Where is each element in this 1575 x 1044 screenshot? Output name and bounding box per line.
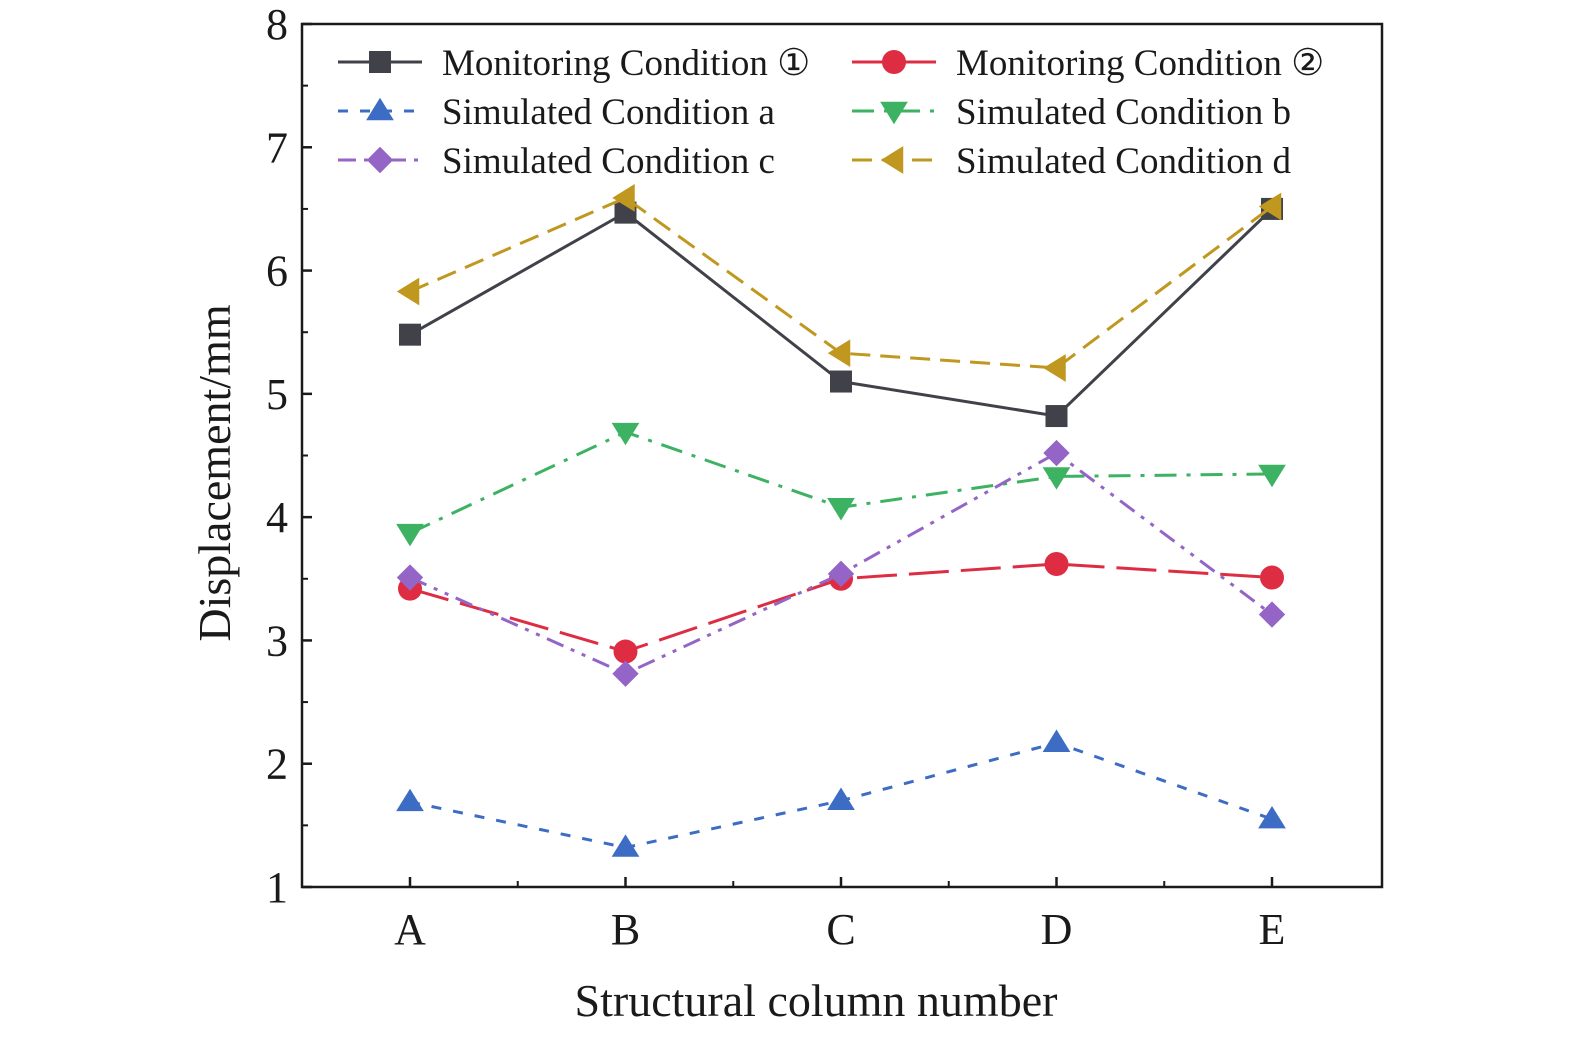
legend-item: Simulated Condition d <box>852 141 1292 182</box>
series-1 <box>399 197 1283 428</box>
legend-item: Simulated Condition b <box>852 92 1291 133</box>
x-tick-label: E <box>1259 905 1286 954</box>
legend-item: Simulated Condition c <box>338 141 775 182</box>
data-point <box>612 183 635 212</box>
legend-item: Simulated Condition a <box>338 92 775 133</box>
data-point <box>1258 192 1282 221</box>
x-tick-label: A <box>394 905 426 954</box>
series-layer <box>396 183 1286 857</box>
data-point <box>366 97 394 121</box>
data-point <box>396 277 420 306</box>
series-line <box>409 451 1273 676</box>
data-point <box>1258 464 1286 488</box>
data-point <box>612 660 639 687</box>
legend-item: Monitoring Condition ② <box>852 43 1324 84</box>
y-tick-label: 5 <box>266 370 288 419</box>
series-line <box>409 196 1273 370</box>
data-point <box>1260 565 1284 590</box>
legend-item: Monitoring Condition ① <box>338 43 810 84</box>
data-point <box>366 146 394 174</box>
data-point <box>882 50 906 74</box>
axes: 1 2 3 4 5 6 7 8 A B C D E <box>266 0 1384 954</box>
data-point <box>1042 467 1071 490</box>
legend-label: Simulated Condition b <box>956 92 1291 133</box>
series-5 <box>396 439 1286 687</box>
legend-label: Simulated Condition c <box>442 141 775 182</box>
data-point <box>1258 601 1286 628</box>
data-point <box>399 323 421 346</box>
data-point <box>827 498 855 521</box>
y-tick-label: 6 <box>266 247 288 296</box>
data-point <box>830 370 852 393</box>
legend-label: Simulated Condition d <box>956 141 1292 182</box>
data-point <box>880 146 904 174</box>
legend-label: Monitoring Condition ② <box>956 43 1324 84</box>
series-4 <box>396 422 1286 547</box>
y-tick-label: 7 <box>266 123 288 172</box>
data-point <box>1042 729 1071 752</box>
legend: Monitoring Condition ① Monitoring Conditi… <box>338 43 1324 182</box>
data-point <box>1044 551 1069 576</box>
data-point <box>611 422 640 446</box>
data-point <box>880 101 908 125</box>
y-tick-label: 4 <box>266 493 288 542</box>
data-point <box>613 639 638 664</box>
y-tick-label: 1 <box>266 863 288 912</box>
x-tick-label: B <box>611 905 640 954</box>
x-tick-label: C <box>826 905 855 954</box>
data-point <box>1043 354 1066 382</box>
data-point <box>369 51 391 73</box>
y-axis-title: Displacement/mm <box>189 304 240 641</box>
y-tick-label: 2 <box>266 740 288 789</box>
legend-label: Simulated Condition a <box>442 92 775 133</box>
legend-label: Monitoring Condition ① <box>442 43 810 84</box>
data-point <box>1045 405 1068 428</box>
data-point <box>1258 805 1286 829</box>
data-point <box>611 834 640 857</box>
series-3 <box>396 729 1286 857</box>
data-point <box>827 560 855 588</box>
data-point <box>396 523 424 547</box>
data-point <box>1043 439 1070 467</box>
series-6 <box>396 183 1282 382</box>
data-point <box>396 788 424 812</box>
data-point <box>827 787 855 810</box>
x-tick-label: D <box>1041 905 1073 954</box>
y-tick-label: 8 <box>266 0 288 49</box>
x-axis-title: Structural column number <box>575 975 1058 1026</box>
data-point <box>827 339 851 368</box>
y-tick-label: 3 <box>266 616 288 665</box>
data-point <box>396 564 424 591</box>
